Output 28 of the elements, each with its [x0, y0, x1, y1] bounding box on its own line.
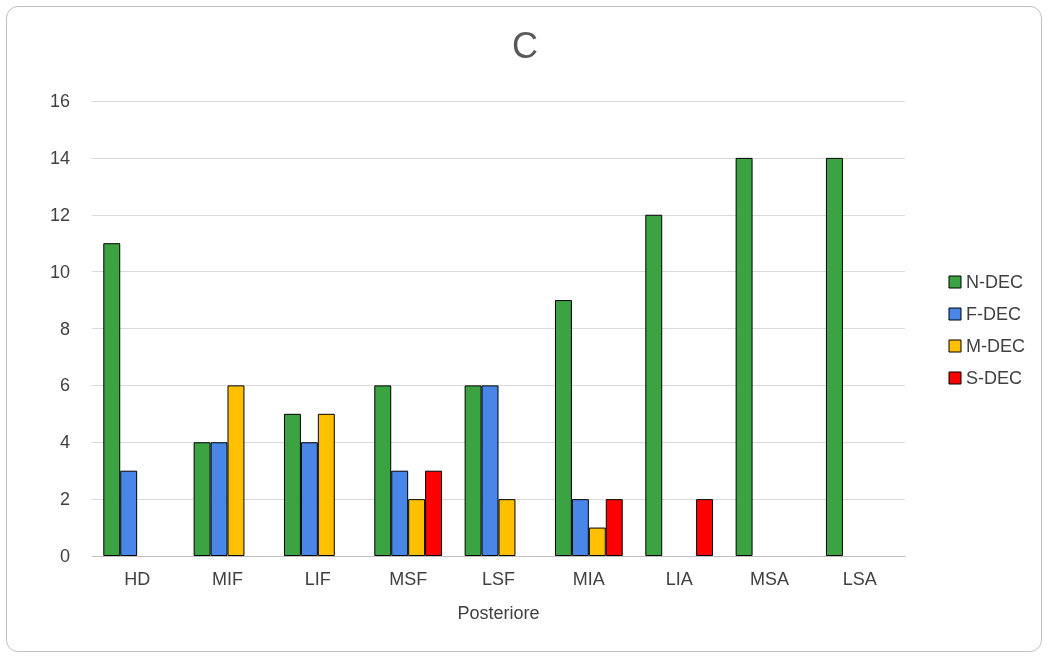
y-tick-label: 16: [49, 91, 70, 111]
y-tick-label: 10: [49, 261, 70, 282]
y-tick-label: 8: [59, 318, 70, 339]
bar: [645, 214, 663, 556]
legend-label: F-DEC: [966, 304, 1022, 324]
y-tick-label: 4: [59, 432, 70, 453]
y-tick-label: 2: [59, 489, 70, 510]
x-tick-label: MSA: [749, 569, 790, 589]
y-tick-label: 0: [59, 546, 70, 566]
bar: [696, 499, 714, 556]
legend-label: M-DEC: [966, 336, 1026, 356]
x-tick-label: HD: [124, 569, 151, 589]
x-tick-label: LIA: [665, 569, 693, 589]
legend-label: N-DEC: [966, 272, 1024, 292]
x-tick-label: LIF: [304, 569, 331, 589]
y-tick-label: 12: [49, 204, 70, 225]
chart-title: C: [512, 24, 538, 66]
x-axis-title: Posteriore: [457, 603, 540, 623]
x-tick-label: MIF: [212, 569, 243, 589]
y-tick-label: 14: [49, 147, 70, 168]
bar: [825, 157, 843, 556]
legend-label: S-DEC: [966, 368, 1023, 388]
x-tick-label: MIA: [572, 569, 605, 589]
x-tick-label: LSF: [481, 569, 516, 589]
y-tick-label: 6: [59, 375, 70, 396]
bar: [735, 157, 753, 556]
x-tick-label: MSF: [389, 569, 428, 589]
x-tick-label: LSA: [842, 569, 877, 589]
